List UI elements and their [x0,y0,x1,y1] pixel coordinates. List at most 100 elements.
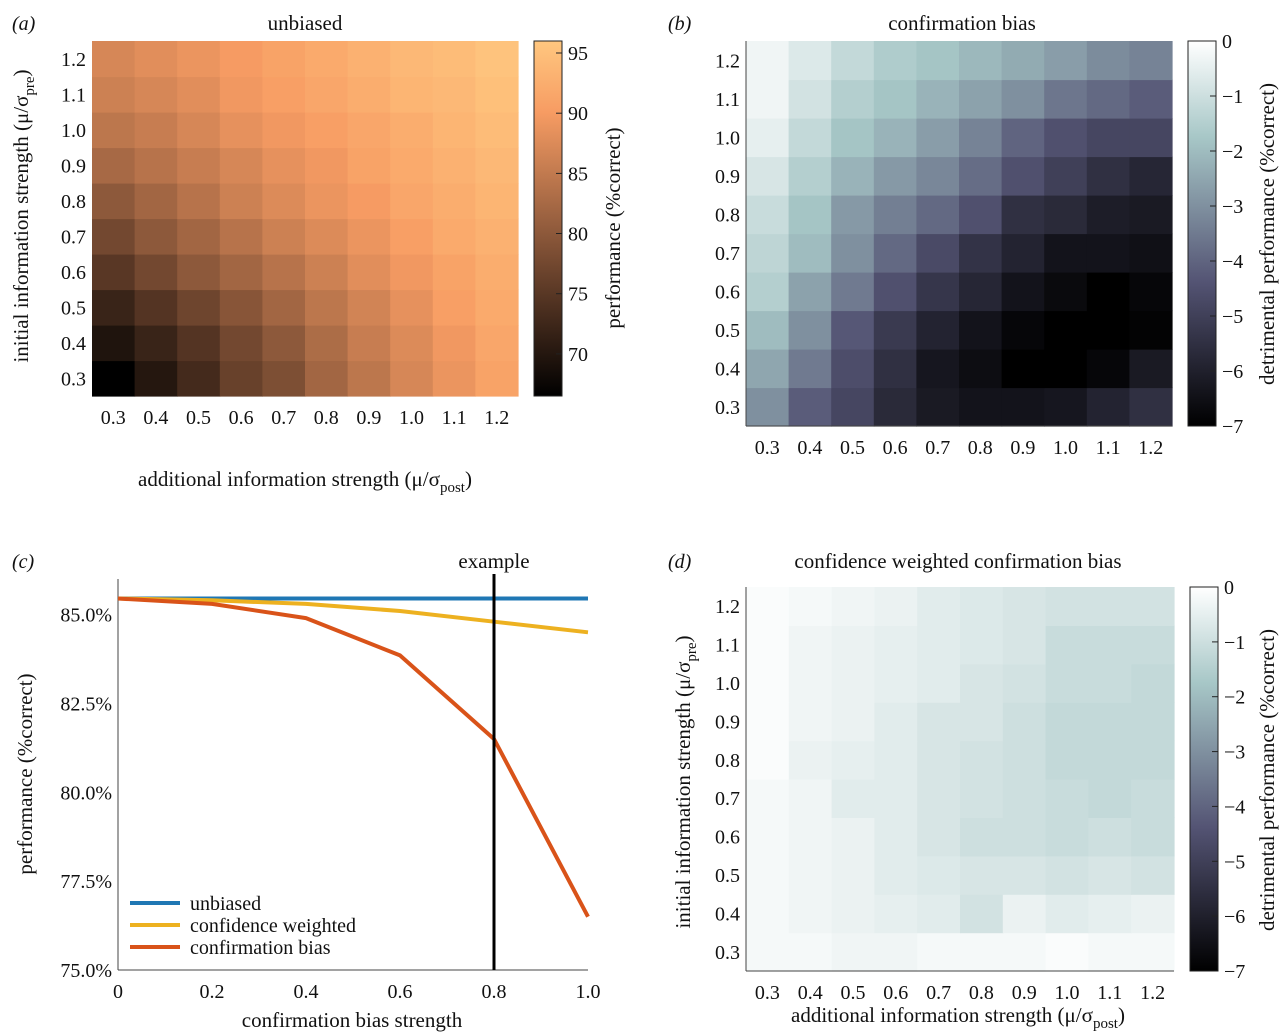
b-cell [1044,79,1088,119]
b-x-tick-label: 0.7 [925,437,950,459]
d-cell [1002,932,1047,972]
d-cell [1131,625,1175,665]
d-cell [746,779,790,818]
a-cell [177,289,221,326]
b-cell [1129,79,1173,119]
a-cell [432,254,476,291]
b-cell [1129,310,1173,350]
b-cell [788,272,832,312]
a-cell [432,183,476,220]
b-cell [1001,195,1045,235]
panel-c-x-tick-label: 1.0 [576,981,601,1003]
b-cell [1129,41,1173,81]
d-cell [746,817,790,857]
a-cell [475,41,519,78]
a-y-tick-label: 0.3 [61,368,86,390]
d-cell [1088,932,1132,972]
d-cell [788,932,833,972]
d-cell [831,932,875,972]
a-cell [177,254,221,291]
a-cell [305,289,349,326]
d-cell [788,663,833,703]
a-cell [475,183,519,220]
d-cell [917,779,961,818]
a-y-tick-label: 1.0 [61,120,86,142]
b-cell [959,349,1003,389]
a-colorbar-tick-label: 90 [568,103,588,125]
d-x-tick-label: 1.2 [1140,982,1165,1004]
d-cell [831,779,875,818]
d-cell [1088,663,1132,703]
b-cell [873,349,917,389]
b-cell [1129,387,1173,427]
d-cell [788,855,833,895]
b-cell [831,349,875,389]
d-cell [1045,894,1089,934]
d-cell [960,587,1004,626]
d-cell [1002,587,1047,626]
a-cell [432,289,476,326]
d-cell [1088,855,1132,895]
d-colorbar-tick-label: −1 [1224,632,1245,654]
panel-c-x-tick-label: 0.2 [200,981,225,1003]
b-cell [873,156,917,196]
b-cell [788,118,832,158]
panel-d-x-ticks: 0.3 0.4 0.5 0.6 0.7 0.8 0.9 1.0 1.1 1.2 [755,982,1165,1004]
d-y-tick-label: 0.3 [715,942,740,964]
b-cell [1129,349,1173,389]
a-cell [305,76,349,113]
d-cell [746,702,790,742]
d-cell [960,932,1004,972]
panel-b-y-ticks: 0.3 0.4 0.5 0.6 0.7 0.8 0.9 1.0 1.1 1.2 [715,50,740,418]
b-cell [959,195,1003,235]
panel-a-colorbar-ticks: 70 75 80 85 90 95 [556,43,588,366]
a-cell [432,325,476,362]
b-cell [916,156,960,196]
a-cell [347,325,391,362]
b-y-tick-label: 0.4 [715,358,740,380]
b-cell [831,387,875,427]
b-y-tick-label: 0.9 [715,166,740,188]
b-cell [1001,79,1045,119]
d-cell [960,855,1004,895]
b-cell [1044,272,1088,312]
b-cell [1086,41,1130,81]
d-cell [788,894,833,934]
b-colorbar-tick-label: −7 [1222,416,1243,438]
panel-b-heatmap [745,41,1173,427]
b-x-tick-label: 0.4 [797,437,822,459]
a-cell [219,360,263,397]
a-cell [134,112,178,149]
b-cell [916,387,960,427]
d-cell [1088,702,1132,742]
a-cell [475,218,519,255]
b-cell [1086,79,1130,119]
panel-b-colorbar-label: detrimental performance (%correct) [1255,83,1279,385]
d-x-tick-label: 0.3 [755,982,780,1004]
b-cell [873,272,917,312]
a-cell [390,254,434,291]
b-cell [1086,195,1130,235]
b-colorbar-tick-label: −3 [1222,196,1243,218]
b-cell [1001,41,1045,81]
b-cell [788,41,832,81]
a-cell [262,254,306,291]
d-cell [1002,894,1047,934]
a-cell [177,112,221,149]
a-cell [305,218,349,255]
d-x-tick-label: 0.6 [883,982,908,1004]
panel-c-x-tick-label: 0.8 [482,981,507,1003]
b-cell [746,79,790,119]
d-cell [1088,779,1132,818]
panel-a-heatmap [92,41,519,397]
a-colorbar-tick-label: 85 [568,163,588,185]
b-cell [959,233,1003,273]
panel-d: (d) confidence weighted confirmation bia… [668,549,1279,1032]
a-cell [390,360,434,397]
d-colorbar-tick-label: −5 [1224,851,1245,873]
d-cell [831,702,875,742]
panel-c-y-tick-label: 85.0% [60,605,112,627]
a-cell [432,76,476,113]
a-cell [262,360,306,397]
d-cell [746,663,790,703]
